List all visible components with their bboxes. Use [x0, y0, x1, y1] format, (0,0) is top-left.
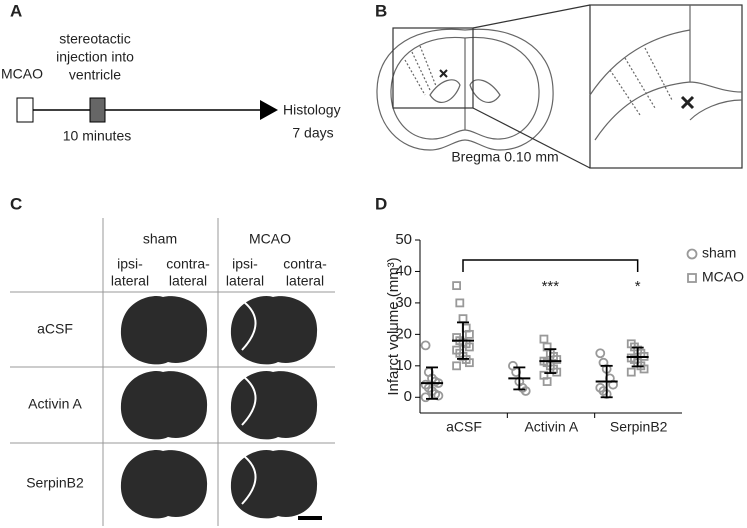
timeline-label: MCAO	[1, 66, 43, 82]
data-point	[464, 329, 474, 339]
panel-label: B	[375, 1, 387, 20]
legend-marker	[687, 273, 697, 283]
side-header: contra-	[283, 256, 327, 272]
row-label: Activin A	[28, 396, 82, 412]
infarct-outline	[241, 376, 257, 426]
data-point	[542, 377, 552, 386]
significance: ***	[542, 278, 560, 295]
data-point	[552, 355, 562, 364]
brain-section	[120, 295, 208, 365]
data-point	[433, 390, 444, 401]
data-point	[595, 348, 606, 359]
y-tick-label: 20	[395, 325, 412, 342]
significance-bracket	[462, 259, 639, 272]
data-point	[520, 386, 531, 396]
panel-label: A	[10, 1, 22, 20]
column-header: MCAO	[249, 231, 291, 247]
data-point	[639, 364, 649, 374]
brain-section	[230, 295, 318, 365]
row-label: aCSF	[37, 321, 73, 337]
infarct-outline	[241, 301, 257, 351]
data-point	[552, 367, 562, 377]
legend-marker	[686, 248, 698, 260]
event-box	[89, 97, 106, 123]
significance: *	[635, 278, 641, 295]
timeline-label: injection into	[56, 49, 134, 65]
data-point	[458, 314, 468, 324]
side-header: lateral	[111, 273, 149, 289]
data-point	[464, 358, 474, 368]
data-point	[626, 367, 636, 377]
side-header: lateral	[286, 273, 324, 289]
data-point	[464, 342, 474, 352]
x-tick-label: Activin A	[524, 419, 578, 435]
panel-label: C	[10, 194, 22, 213]
legend-label: sham	[702, 245, 736, 261]
timeline-label: stereotactic	[59, 31, 131, 47]
row-label: SerpinB2	[26, 475, 84, 491]
brain-atlas	[376, 4, 743, 169]
chart: 0 10 20 30 40 50 Infarct volume (mm³) aCSF Activ…	[385, 231, 744, 435]
brain-table: shamipsi-lateralcontra-lateralMCAOipsi-l…	[26, 231, 327, 519]
data-point	[420, 392, 431, 403]
y-tick-label: 30	[395, 294, 412, 311]
caption: Bregma 0.10 mm	[451, 149, 558, 165]
side-header: ipsi-	[117, 256, 143, 272]
side-header: lateral	[169, 273, 207, 289]
data-point	[452, 361, 462, 371]
timeline-label: Histology	[283, 102, 341, 118]
x-tick-label: aCSF	[446, 419, 482, 435]
column-header: sham	[143, 231, 177, 247]
injection-mark	[439, 69, 695, 110]
side-header: contra-	[166, 256, 210, 272]
data-point	[420, 340, 431, 351]
side-header: lateral	[226, 273, 264, 289]
data-point	[539, 334, 549, 344]
brain-section	[120, 449, 208, 519]
event-box	[16, 97, 34, 123]
y-tick-label: 50	[395, 231, 412, 248]
infarct-outline	[241, 455, 257, 505]
y-axis-label: Infarct volume (mm³)	[385, 257, 402, 395]
scale-bar	[298, 516, 322, 520]
timeline-label: 10 minutes	[63, 128, 131, 144]
y-tick-label: 40	[395, 262, 412, 279]
y-tick-label: 10	[395, 357, 412, 374]
arrow-head	[260, 100, 278, 120]
brain-section	[230, 370, 318, 440]
table-grid	[10, 218, 335, 526]
data-point	[455, 298, 465, 308]
x-tick-label: SerpinB2	[610, 419, 668, 435]
timeline-label: 7 days	[292, 125, 333, 141]
data-point	[452, 281, 462, 291]
brain-section	[230, 449, 318, 519]
timeline-label: ventricle	[69, 67, 121, 83]
brain-section	[120, 370, 208, 440]
side-header: ipsi-	[232, 256, 258, 272]
legend-label: MCAO	[702, 269, 744, 285]
panel-label: D	[375, 194, 387, 213]
y-tick-label: 0	[404, 388, 412, 405]
